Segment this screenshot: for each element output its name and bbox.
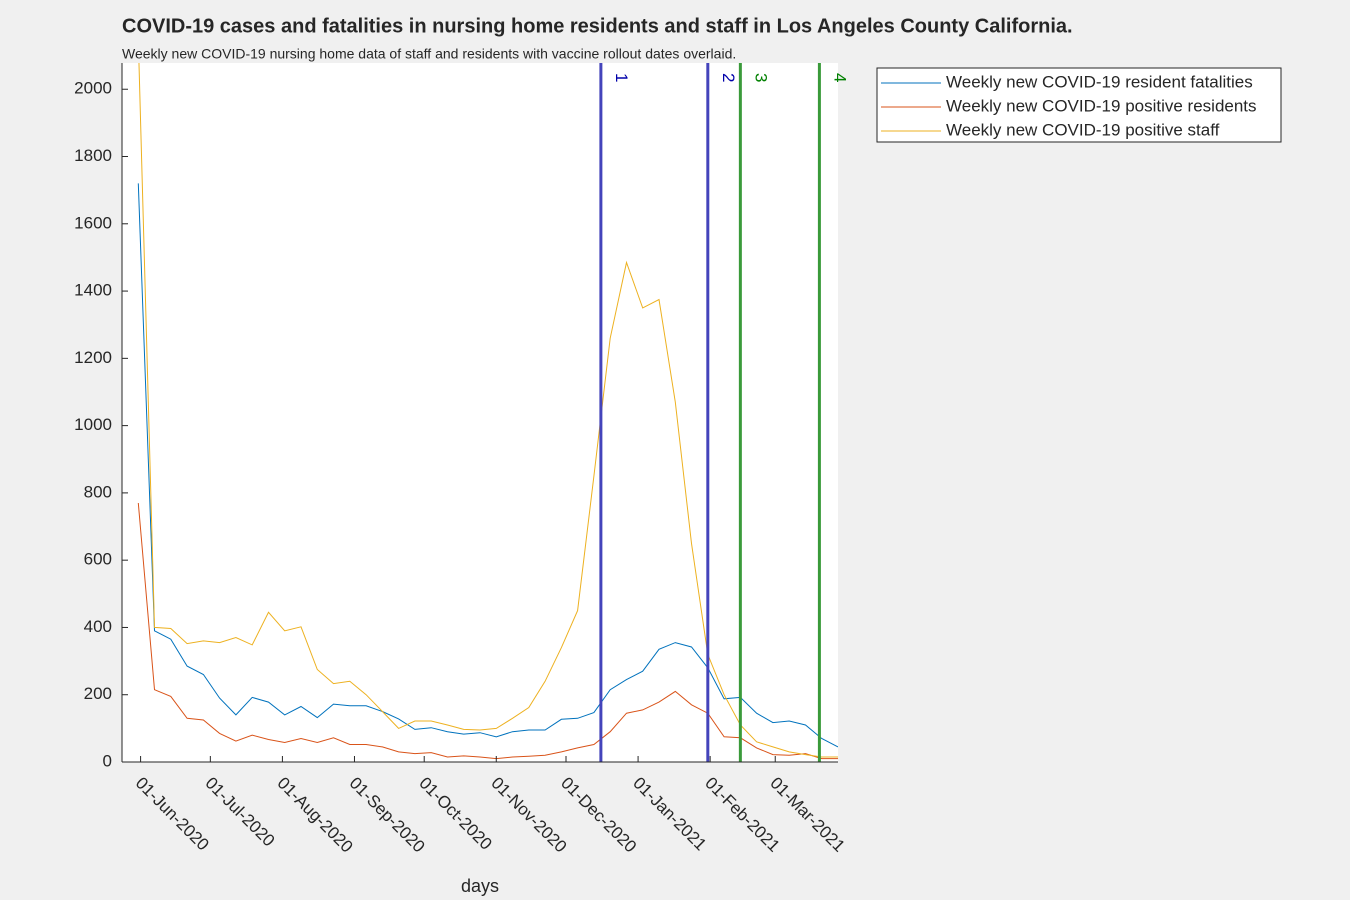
legend-box	[876, 67, 1282, 143]
y-tick-label: 1000	[74, 415, 112, 434]
chart-subtitle: Weekly new COVID-19 nursing home data of…	[122, 46, 736, 62]
y-tick-label: 800	[84, 482, 112, 501]
plot-lines	[137, 63, 838, 760]
y-tick-label: 1600	[74, 213, 112, 232]
vaccine-label: 2	[719, 73, 738, 82]
x-tick-label: 01-Jul-2020	[202, 773, 279, 850]
y-tick-label: 200	[84, 684, 112, 703]
y-tick-label: 0	[103, 751, 112, 770]
legend-label: Weekly new COVID-19 positive staff	[946, 120, 1220, 139]
vaccine-label: 3	[751, 73, 770, 82]
y-tick-label: 400	[84, 617, 112, 636]
chart-title: COVID-19 cases and fatalities in nursing…	[122, 15, 1073, 37]
series-line	[137, 502, 838, 760]
legend-label: Weekly new COVID-19 resident fatalities	[946, 72, 1253, 91]
y-tick-label: 1800	[74, 146, 112, 165]
vaccine-label: 4	[830, 73, 849, 82]
vaccine-label: 1	[612, 73, 631, 82]
y-tick-label: 1400	[74, 281, 112, 300]
legend-label: Weekly new COVID-19 positive residents	[946, 96, 1257, 115]
x-axis-label: days	[461, 876, 499, 896]
series-line	[137, 183, 838, 748]
y-tick-label: 2000	[74, 79, 112, 98]
x-tick-label: 01-Dec-2020	[557, 773, 640, 856]
y-tick-label: 600	[84, 550, 112, 569]
x-tick-label: 01-Jan-2021	[629, 773, 710, 854]
x-tick-label: 01-Jun-2020	[132, 773, 213, 854]
x-tick-label: 01-Aug-2020	[274, 773, 357, 856]
plot-area	[122, 63, 838, 762]
y-tick-label: 1200	[74, 348, 112, 367]
series-line	[138, 63, 838, 758]
